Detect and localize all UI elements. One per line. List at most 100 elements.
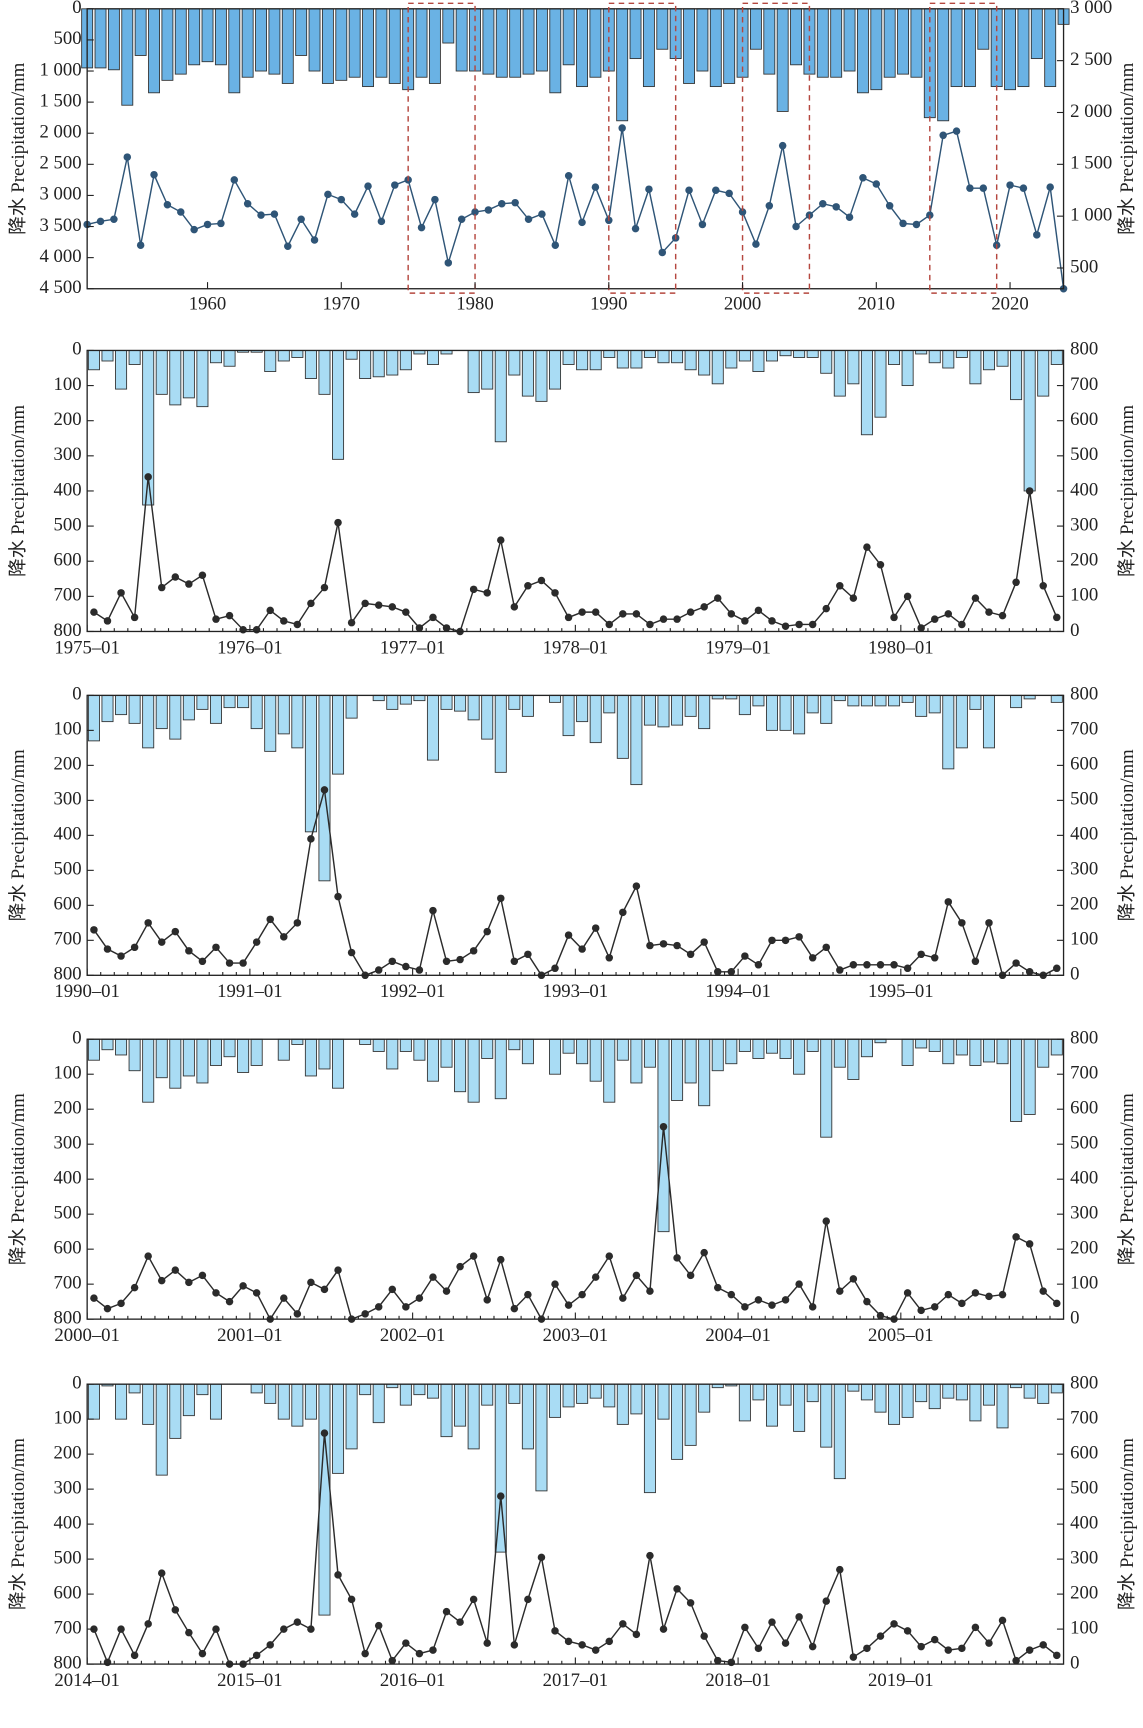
y-tick-label: 3 500 [40,215,82,236]
line-point [402,608,410,616]
line-point [374,1621,383,1630]
y2-tick-label: 100 [1070,1272,1098,1293]
bar [94,8,107,69]
highlight-box [407,2,476,294]
line-point [971,594,980,602]
line-point [442,1607,451,1616]
bar [223,350,236,367]
line-point [849,961,858,969]
line-point [469,1252,478,1260]
y2-tick-label: 800 [1070,1372,1098,1393]
bar [295,8,308,56]
y2-tick-label: 300 [1070,1202,1098,1223]
bar [1050,1383,1063,1394]
bar [856,8,869,94]
line-point [985,1292,993,1301]
y2-tick-label: 2 500 [1070,49,1112,70]
bar [442,8,455,44]
bar [982,350,995,371]
line-point [930,615,939,623]
line-point [917,950,925,959]
line-point [456,1262,464,1271]
bar [332,1383,345,1474]
line-point [297,215,305,224]
line-point [130,613,139,622]
line-point [1025,1646,1034,1654]
y2-axis-title: 降水 Precipitation/mm [1117,404,1138,577]
bar [508,694,521,710]
bar [942,694,955,770]
x-tick-label: 2003–01 [543,1325,609,1346]
bar [671,350,684,364]
line-point [646,1287,654,1295]
bar [508,350,521,376]
line-point [510,1304,519,1313]
line-point [836,582,844,590]
line-point [511,198,519,207]
line-point [117,1625,125,1633]
line-point [944,1646,953,1654]
line-point [754,1644,763,1653]
y2-tick-label: 100 [1070,585,1098,606]
bar [779,350,792,357]
bar [915,1038,928,1049]
bar [603,1383,616,1408]
line-point [212,943,220,952]
line-point [700,1632,708,1640]
bar [345,350,358,360]
line-point [673,941,681,950]
line-point [293,919,302,927]
y2-tick-label: 700 [1070,374,1098,395]
line-point [998,1616,1007,1625]
line-point [163,201,172,209]
bar [928,694,941,714]
y2-tick-label: 600 [1070,1442,1098,1463]
line-point [483,1639,491,1647]
y2-tick-label: 0 [1070,1652,1079,1673]
y-tick-label: 100 [54,1407,82,1428]
y-tick-label: 4 500 [40,277,82,298]
line-point [347,948,356,957]
line-point [966,184,974,192]
line-point [388,1285,397,1294]
line-point [631,224,640,233]
line-point [252,1289,261,1297]
bar [630,350,643,369]
line-point [795,1280,803,1288]
line-point [415,1649,424,1658]
line-point [417,223,426,232]
bar [928,1383,941,1410]
bar [386,694,399,710]
bar [494,1383,507,1553]
line-point [890,613,898,622]
line-point [591,924,600,932]
y2-tick-label: 700 [1070,1063,1098,1084]
bar [847,1038,860,1080]
line-point [958,919,966,927]
bar [765,1383,778,1427]
line-point [930,1635,939,1644]
bar [237,1038,250,1073]
line-point [171,1266,180,1274]
y2-axis-title: 降水 Precipitation/mm [1117,1438,1138,1611]
x-tick-label: 1980 [456,294,493,315]
line-point [727,1658,736,1667]
line-point [456,1618,464,1626]
bar [955,350,968,358]
y2-tick-label: 1 000 [1070,204,1112,225]
bar [806,1383,819,1403]
line-point [645,185,653,193]
y2-tick-label: 2 000 [1070,101,1112,122]
y2-tick-label: 500 [1070,1477,1098,1498]
line-point [1006,181,1014,189]
line-point [822,604,830,613]
line-point [714,968,722,976]
line-point [578,945,586,953]
x-tick-label: 2018–01 [705,1670,771,1691]
line-point [754,606,763,615]
bar [725,350,738,369]
y-tick-label: 400 [54,479,82,500]
x-tick-label: 1980–01 [868,637,934,658]
y2-tick-label: 0 [1070,1307,1079,1328]
bar [683,8,695,84]
